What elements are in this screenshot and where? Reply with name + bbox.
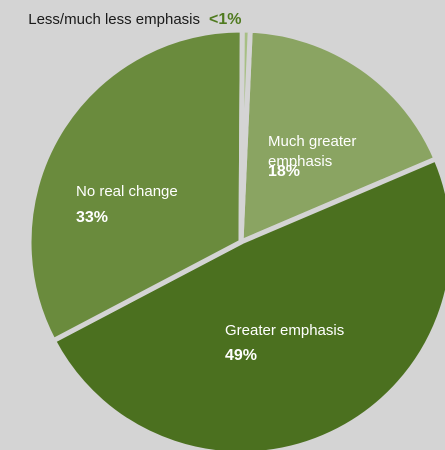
slice-value-much-greater-emphasis: 18% [268,163,300,180]
pie-slice-no-real-change [26,27,245,344]
pie-slice-less-much-less-emphasis [238,27,253,245]
slice-label-no-real-change: No real change [76,183,178,200]
slice-label-less-much-less-emphasis: Less/much less emphasis [28,11,200,28]
slice-label-greater-emphasis: Greater emphasis [225,322,344,339]
slice-value-no-real-change: 33% [76,209,108,226]
slice-value-less-much-less-emphasis: <1% [209,11,241,28]
pie-slice-much-greater-emphasis [238,27,439,245]
slice-label-much-greater-emphasis: Much greater emphasis [268,133,356,170]
slice-value-greater-emphasis: 49% [225,347,257,364]
pie-slice-greater-emphasis [50,156,445,450]
